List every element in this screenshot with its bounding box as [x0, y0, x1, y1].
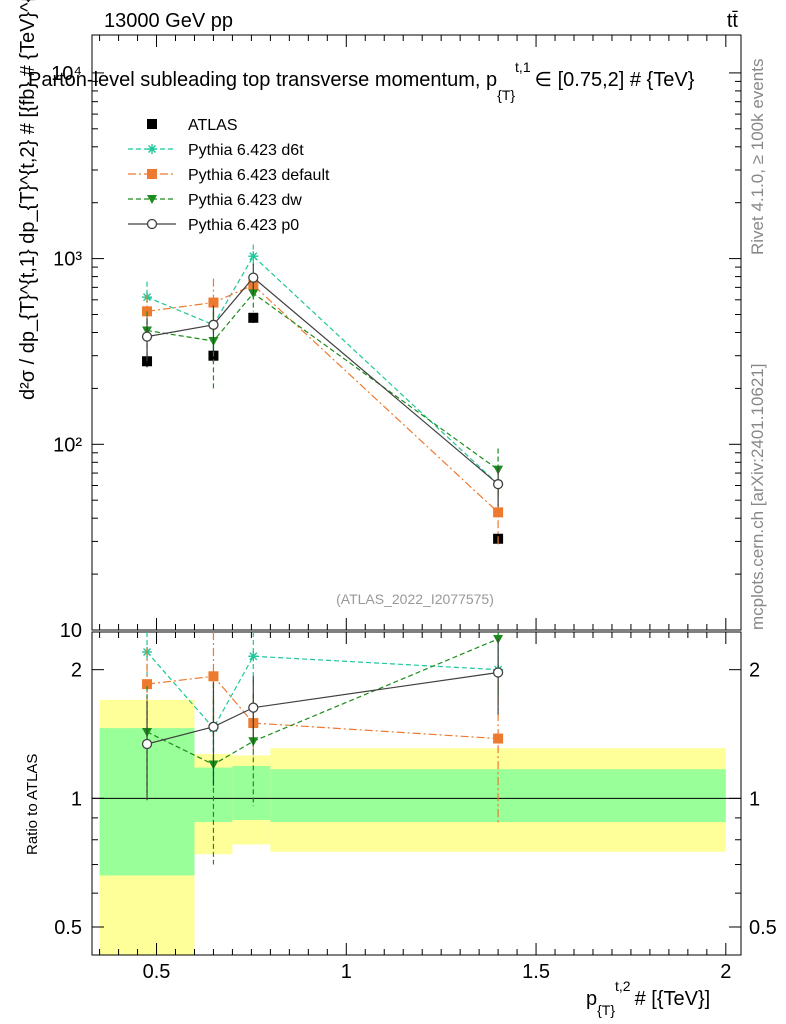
x-tick-label: 1	[341, 961, 352, 983]
main-series-pythia-6-423-d6t	[142, 244, 504, 502]
mcplots-source-label: mcplots.cern.ch [arXiv:2401.10621]	[748, 364, 767, 630]
chart-title-sup: t,1	[515, 59, 531, 75]
atlas-point	[248, 312, 259, 323]
pythia-6-423-default-point	[493, 507, 504, 518]
pythia-6-423-p0-ratio-line	[146, 671, 499, 745]
main-series-atlas	[142, 312, 504, 545]
legend-label: Pythia 6.423 default	[188, 167, 330, 184]
ratio-y-tick-label-right: 2	[749, 660, 760, 682]
legend: ATLAS Pythia 6.423 d6t Pythia 6.423 defaul…	[128, 117, 330, 234]
main-series-pythia-6-423-p0	[141, 263, 504, 507]
chart-title-sub: {T}	[497, 87, 515, 103]
legend-marker	[147, 144, 157, 154]
main-panel: 10 10² 10³ 10⁴	[51, 34, 742, 642]
pythia-6-423-d6t-ratio-line	[146, 651, 499, 730]
rivet-version-label: Rivet 4.1.0, ≥ 100k events	[748, 59, 767, 255]
svg-text:p{T}t,2# [{TeV}]: p{T}t,2# [{TeV}]	[586, 978, 710, 1018]
main-y-axis-label: d²σ / dp_{T}^{t,1} dp_{T}^{t,2} # [{fb} …	[17, 0, 39, 400]
x-tick-label: 2	[720, 961, 731, 983]
legend-marker	[147, 169, 157, 179]
main-y-tick-label: 10³	[53, 249, 82, 271]
ratio-y-tick-label: 2	[71, 660, 82, 682]
ratio-y-tick-label-right: 1	[749, 788, 760, 810]
energy-label: 13000 GeV pp	[104, 10, 233, 32]
pythia-6-423-default-ratio-point	[208, 671, 219, 682]
legend-entry-pythia-6-423-p0: Pythia 6.423 p0	[128, 217, 299, 234]
legend-entry-atlas: ATLAS	[147, 117, 238, 134]
pythia-6-423-dw-line	[146, 292, 499, 471]
legend-entry-pythia-6-423-default: Pythia 6.423 default	[128, 167, 330, 184]
pythia-6-423-p0-ratio-point	[248, 702, 259, 713]
pythia-6-423-default-ratio-line	[146, 675, 499, 740]
legend-entry-pythia-6-423-d6t: Pythia 6.423 d6t	[128, 142, 304, 159]
pythia-6-423-default-point	[208, 297, 219, 308]
main-y-tick-label: 10	[60, 620, 82, 642]
legend-marker	[146, 218, 158, 230]
x-axis-label-rest: # [{TeV}]	[635, 988, 711, 1010]
main-y-tick-label: 10²	[53, 434, 82, 456]
legend-entry-pythia-6-423-dw: Pythia 6.423 dw	[128, 192, 302, 209]
ratio-y-axis-label: Ratio to ATLAS	[24, 754, 41, 855]
pythia-6-423-p0-line	[146, 276, 499, 485]
legend-marker	[147, 119, 157, 129]
ratio-y-tick-label-right: 0.5	[749, 917, 777, 939]
legend-label: ATLAS	[188, 117, 238, 134]
pythia-6-423-default-ratio-point	[142, 679, 153, 690]
pythia-6-423-p0-ratio-point	[208, 721, 219, 732]
pythia-6-423-default-ratio-point	[493, 733, 504, 744]
pythia-6-423-dw-ratio-line	[146, 638, 499, 766]
legend-label: Pythia 6.423 d6t	[188, 142, 304, 159]
chart-title-main: Parton-level subleading top transverse m…	[28, 69, 497, 91]
process-label: tt̄	[727, 10, 739, 32]
ratio-band-inner	[232, 766, 271, 820]
ratio-y-tick-label: 1	[71, 788, 82, 810]
x-axis-label-main: p	[586, 988, 597, 1010]
pythia-6-423-p0-point	[141, 331, 153, 342]
pythia-6-423-p0-ratio-point	[141, 738, 153, 750]
pythia-6-423-d6t-line	[146, 255, 499, 485]
pythia-6-423-d6t-ratio-point	[248, 651, 259, 662]
x-axis-label: p{T}t,2# [{TeV}]	[586, 978, 710, 1018]
main-y-tick-label: 10⁴	[51, 63, 82, 85]
pythia-6-423-p0-point	[492, 479, 504, 490]
main-series-pythia-6-423-dw	[142, 278, 504, 496]
x-axis-label-sub: {T}	[597, 1002, 615, 1018]
main-series-pythia-6-423-default	[142, 272, 504, 547]
ratio-series-pythia-6-423-p0	[141, 638, 504, 801]
analysis-id-label: (ATLAS_2022_I2077575)	[336, 591, 494, 607]
svg-text:Parton-level subleading top tr: Parton-level subleading top transverse m…	[28, 59, 695, 103]
chart-title: Parton-level subleading top transverse m…	[28, 59, 695, 103]
chart-title-rest: ∈ [0.75,2] # {TeV}	[535, 69, 695, 91]
ratio-y-tick-label: 0.5	[54, 917, 82, 939]
legend-label: Pythia 6.423 p0	[188, 217, 299, 234]
pythia-6-423-p0-ratio-point	[492, 667, 504, 678]
ratio-frame	[91, 631, 742, 956]
pythia-6-423-default-line	[146, 284, 499, 513]
pythia-6-423-d6t-point	[248, 251, 259, 262]
pythia-6-423-p0-point	[208, 319, 219, 330]
legend-marker	[147, 195, 157, 204]
legend-label: Pythia 6.423 dw	[188, 192, 302, 209]
ratio-panel: 0.5 1 1.5 2 0.5 0.5 1 1 2 2	[54, 631, 777, 983]
pythia-6-423-p0-point	[248, 272, 259, 283]
x-tick-label: 1.5	[522, 961, 550, 983]
x-tick-label: 0.5	[143, 961, 171, 983]
x-axis-label-sup: t,2	[615, 978, 631, 994]
